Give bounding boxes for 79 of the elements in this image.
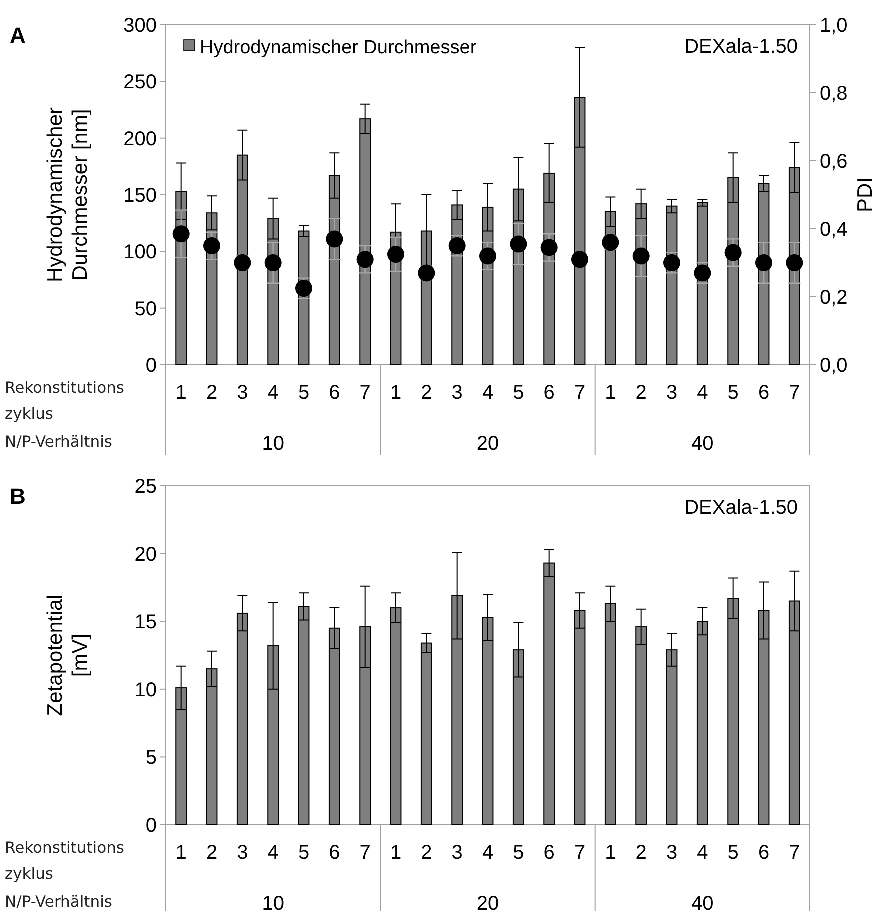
x-tick-label: 5	[513, 842, 524, 864]
x-tick-label: 4	[482, 842, 494, 864]
y-tick-label: 15	[134, 612, 157, 634]
y2-tick-label: 1,0	[820, 15, 848, 37]
x-tick-label: 6	[329, 842, 340, 864]
x-tick-label: 6	[329, 382, 340, 404]
x-tick-label: 7	[574, 382, 586, 404]
x-tick-label: 1	[176, 382, 187, 404]
text: 20	[476, 433, 500, 455]
y-tick-label: 0	[146, 815, 157, 837]
x-tick-label: 3	[452, 382, 463, 404]
x-tick-label: 2	[636, 382, 647, 404]
y-tick-label: 0	[146, 355, 157, 377]
x-tick-label: 6	[758, 842, 770, 864]
x-tick-label: 6	[544, 382, 555, 404]
y2-tick-label: 0,4	[820, 219, 848, 241]
annotation: DEXala-1.50	[684, 497, 798, 519]
y2-axis-title: PDI	[854, 177, 877, 213]
text: N/P-Verhältnis	[5, 893, 112, 911]
x-tick-label: 5	[513, 382, 524, 404]
x-tick-label: 3	[237, 382, 248, 404]
text: 10	[262, 893, 284, 911]
annotation: DEXala-1.50	[684, 36, 798, 58]
text: N/P-Verhältnis	[5, 433, 112, 451]
chart-title: B	[10, 484, 26, 509]
y2-tick-label: 0,6	[820, 151, 848, 173]
x-tick-label: 5	[728, 382, 739, 404]
y-tick-label: 100	[124, 242, 157, 264]
y2-tick-label: 0,8	[820, 83, 848, 105]
y-tick-label: 10	[134, 679, 157, 702]
y-tick-label: 300	[124, 15, 157, 37]
x-tick-label: 4	[697, 842, 708, 864]
x-tick-label: 5	[728, 842, 739, 864]
text: Rekonstitutions zyklus	[5, 839, 124, 883]
x-tick-label: 6	[758, 382, 770, 404]
y-tick-label: 5	[146, 747, 157, 770]
x-tick-label: 6	[544, 842, 555, 864]
x-tick-label: 2	[636, 842, 647, 864]
x-tick-label: 3	[666, 842, 678, 864]
y2-tick-label: 0,0	[820, 355, 848, 377]
text: 40	[692, 433, 714, 455]
x-tick-label: 7	[360, 842, 371, 864]
y-tick-label: 20	[134, 544, 157, 566]
x-tick-label: 2	[421, 842, 432, 864]
x-tick-label: 1	[605, 382, 616, 404]
x-tick-label: 1	[605, 842, 616, 864]
y-axis-title: Zetapotential [mV]	[44, 594, 92, 716]
x-tick-label: 7	[360, 382, 371, 404]
chart-title: A	[10, 23, 26, 48]
y-tick-label: 25	[134, 476, 157, 498]
text: Rekonstitutions zyklus	[5, 379, 124, 423]
x-tick-label: 5	[298, 382, 310, 404]
y-tick-label: 50	[134, 298, 157, 320]
x-tick-label: 2	[206, 382, 218, 404]
x-tick-label: 2	[421, 382, 432, 404]
x-tick-label: 1	[176, 842, 187, 864]
text: 10	[262, 433, 284, 455]
legend-label: Hydrodynamischer Durchmesser	[200, 38, 478, 59]
text: 40	[692, 893, 714, 911]
y-axis-title: Hydrodynamischer Durchmesser [nm]	[44, 107, 92, 283]
y2-tick-label: 0,2	[820, 287, 848, 309]
x-tick-label: 4	[697, 382, 708, 404]
x-tick-label: 1	[390, 382, 402, 404]
x-tick-label: 4	[268, 382, 279, 404]
x-tick-label: 4	[268, 842, 279, 864]
y-tick-label: 200	[124, 128, 157, 150]
x-tick-label: 3	[452, 842, 463, 864]
y-tick-label: 150	[124, 185, 157, 207]
x-tick-label: 3	[666, 382, 678, 404]
y-tick-label: 250	[124, 72, 157, 94]
x-tick-label: 4	[482, 382, 494, 404]
x-tick-label: 2	[206, 842, 218, 864]
x-tick-label: 7	[789, 382, 800, 404]
x-tick-label: 1	[390, 842, 402, 864]
text: 20	[476, 893, 500, 911]
x-tick-label: 7	[789, 842, 800, 864]
x-tick-label: 7	[574, 842, 586, 864]
x-tick-label: 5	[298, 842, 310, 864]
x-tick-label: 3	[237, 842, 248, 864]
